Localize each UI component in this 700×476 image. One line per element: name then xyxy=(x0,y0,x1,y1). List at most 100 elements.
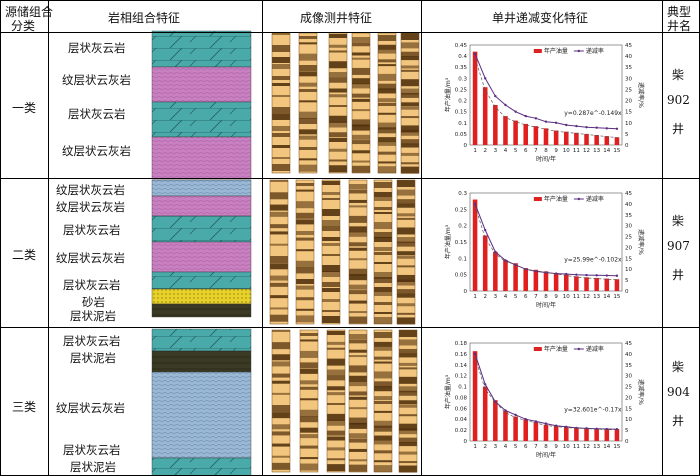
x-tick-label: 9 xyxy=(554,148,558,154)
strip-band xyxy=(374,341,392,347)
right-tick-label: 10 xyxy=(625,121,632,127)
strip-border xyxy=(373,179,393,325)
strip-band xyxy=(349,355,367,358)
production-bar xyxy=(574,276,579,291)
right-tick-label: 5 xyxy=(625,132,629,138)
imaging-log-strip-2-1 xyxy=(269,179,289,325)
legend-label: 年产油量 xyxy=(544,345,568,353)
strip-band xyxy=(296,279,314,284)
strip-band xyxy=(272,164,290,171)
strip-band xyxy=(352,140,370,145)
x-tick-label: 9 xyxy=(554,444,558,450)
strip-band xyxy=(300,339,318,342)
fitted-curve xyxy=(474,357,617,430)
production-bar xyxy=(523,123,529,145)
lith-label: 纹层状云灰岩 xyxy=(56,401,125,415)
well-902-char1: 柴 xyxy=(671,68,684,82)
strip-band xyxy=(399,376,417,384)
strip-band xyxy=(397,293,415,298)
production-bar xyxy=(493,400,498,441)
strip-band xyxy=(349,417,367,425)
strip-band xyxy=(352,37,370,42)
x-tick-label: 2 xyxy=(483,444,487,450)
header-typical: 典型 xyxy=(667,5,692,19)
strip-band xyxy=(329,77,347,83)
strip-band xyxy=(322,226,340,231)
strip-band xyxy=(401,166,419,174)
production-bar xyxy=(553,130,559,145)
production-bar xyxy=(533,421,539,441)
right-axis-label: 递减率/% xyxy=(637,379,645,405)
strip-band xyxy=(352,78,370,85)
fit-equation-label: y=25.99e^-0.102x xyxy=(564,257,622,264)
strip-band xyxy=(322,288,340,292)
production-bar xyxy=(604,136,610,145)
strip-band xyxy=(296,189,314,192)
decline-rate-point xyxy=(473,52,477,56)
strip-band xyxy=(397,279,415,286)
strip-band xyxy=(352,98,370,102)
left-tick-label: 0 xyxy=(464,143,468,149)
decline-rate-point xyxy=(575,124,578,128)
decline-rate-point xyxy=(595,126,598,129)
left-tick-label: 0.08 xyxy=(455,395,468,401)
legend-swatch-marker xyxy=(577,197,581,201)
strip-band xyxy=(374,425,392,432)
strip-band xyxy=(349,349,367,353)
strip-band xyxy=(272,431,290,436)
imaging-log-strip-1-6 xyxy=(400,32,420,174)
x-tick-label: 10 xyxy=(563,444,570,450)
strip-band xyxy=(349,407,367,410)
strip-band xyxy=(374,192,392,197)
strip-band xyxy=(272,145,290,148)
left-tick-label: 0.16 xyxy=(455,352,468,358)
strip-band xyxy=(378,161,396,164)
strip-band xyxy=(399,465,417,473)
strip-band xyxy=(299,42,317,45)
well-902-number: 902 xyxy=(667,93,690,107)
strip-band xyxy=(299,111,317,119)
strip-band xyxy=(300,386,318,390)
strip-band xyxy=(397,217,415,220)
right-tick-label: 30 xyxy=(625,374,632,380)
right-tick-label: 5 xyxy=(625,278,629,284)
strip-band xyxy=(397,241,415,247)
legend-label: 年产油量 xyxy=(544,47,568,55)
right-tick-label: 25 xyxy=(625,87,632,93)
decline-rate-point xyxy=(565,272,568,276)
strip-bg xyxy=(329,33,347,173)
right-tick-label: 35 xyxy=(625,213,632,219)
strip-band xyxy=(401,139,419,145)
strip-band xyxy=(327,403,345,405)
decline-rate-point xyxy=(524,114,527,118)
strip-bg xyxy=(270,180,288,324)
strip-band xyxy=(378,141,396,146)
strip-band xyxy=(329,115,347,123)
strip-band xyxy=(299,147,317,150)
class-label-1: 一类 xyxy=(12,101,37,115)
strip-band xyxy=(322,209,340,216)
x-tick-label: 1 xyxy=(473,294,477,300)
strip-band xyxy=(401,92,419,98)
x-tick-label: 5 xyxy=(514,148,518,154)
production-bar xyxy=(482,87,488,145)
strip-band xyxy=(300,463,318,471)
strip-band xyxy=(270,295,288,299)
strip-band xyxy=(349,226,367,233)
decline-rate-point xyxy=(484,383,487,386)
strip-border xyxy=(373,329,393,473)
strip-band xyxy=(401,33,419,40)
strip-band xyxy=(397,180,415,187)
strip-band xyxy=(374,381,392,388)
strip-band xyxy=(378,73,396,81)
decline-rate-point xyxy=(504,103,507,107)
decline-rate-point xyxy=(473,352,477,356)
lith-label: 纹层状云灰岩 xyxy=(56,200,125,214)
x-tick-label: 6 xyxy=(524,148,528,154)
x-tick-label: 6 xyxy=(524,444,528,450)
strip-band xyxy=(272,114,290,120)
right-tick-label: 30 xyxy=(625,76,632,82)
strip-band xyxy=(397,289,415,295)
strip-band xyxy=(329,165,347,173)
strip-band xyxy=(378,44,396,50)
